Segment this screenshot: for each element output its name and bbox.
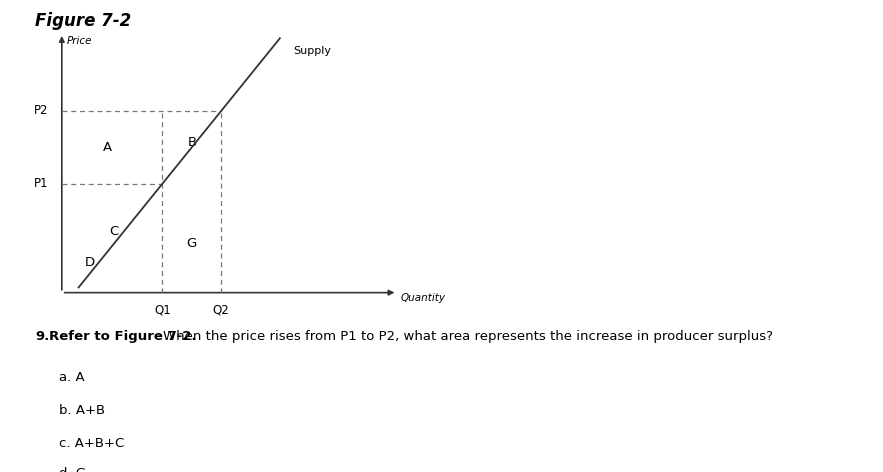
Text: Quantity: Quantity [401,293,446,303]
Text: A: A [102,141,111,154]
Text: Refer to Figure 7-2.: Refer to Figure 7-2. [49,330,196,344]
Text: P2: P2 [34,104,49,118]
Text: Supply: Supply [293,46,331,56]
Text: D: D [85,256,95,269]
Text: B: B [187,135,196,149]
Text: Q2: Q2 [213,303,230,316]
Text: When the price rises from P1 to P2, what area represents the increase in produce: When the price rises from P1 to P2, what… [163,330,774,344]
Text: d. G: d. G [59,467,87,472]
Text: c. A+B+C: c. A+B+C [59,437,125,450]
Text: Q1: Q1 [155,303,170,316]
Text: 9.: 9. [35,330,49,344]
Text: a. A: a. A [59,371,85,384]
Text: b. A+B: b. A+B [59,404,105,417]
Text: C: C [109,225,119,238]
Text: Figure 7-2: Figure 7-2 [35,12,132,30]
Text: G: G [186,237,197,250]
Text: Price: Price [67,35,93,46]
Text: P1: P1 [34,177,49,190]
